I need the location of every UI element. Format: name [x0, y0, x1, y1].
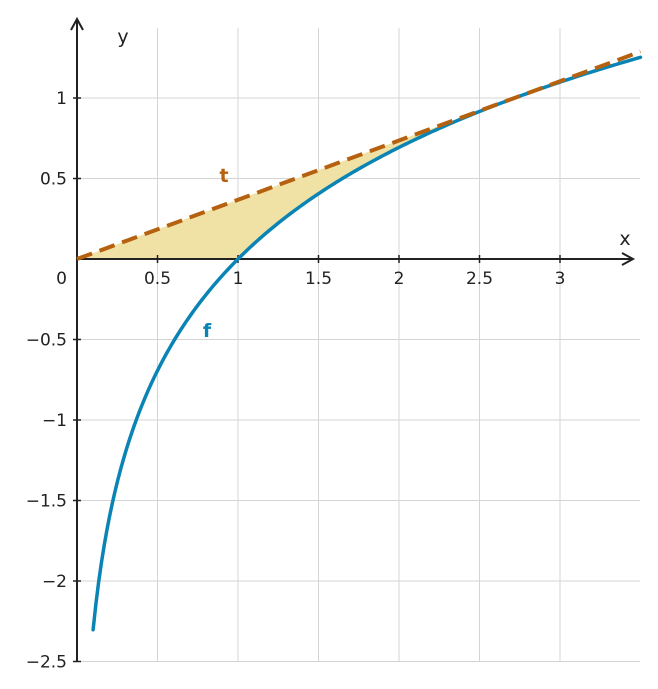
series-f-line: [91, 55, 643, 632]
y-tick-label: −2.5: [26, 653, 67, 673]
x-tick-label: 1: [233, 269, 244, 289]
x-tick-label: 3: [555, 269, 566, 289]
origin-label: 0: [56, 269, 67, 289]
y-axis-label: y: [117, 26, 128, 48]
y-tick-label: −1.5: [26, 492, 67, 512]
y-tick-label: 0.5: [40, 170, 67, 190]
y-tick-label: −0.5: [26, 331, 67, 351]
series-t-line: [76, 49, 642, 261]
series-layer: [76, 49, 643, 632]
y-tick-label: −1: [42, 411, 67, 431]
series-t-label: t: [219, 165, 228, 187]
x-axis-arrow: [621, 252, 636, 266]
x-tick-label: 2.5: [466, 269, 493, 289]
series-f-label: f: [203, 320, 212, 342]
axes: [70, 16, 636, 663]
tick-labels: 0.5 1 1.5 2 2.5 3 1 0.5 −0.5 −1 −1.5 −2 −2.5 0: [26, 89, 566, 673]
y-tick-label: −2: [42, 572, 67, 592]
x-tick-label: 1.5: [305, 269, 332, 289]
y-tick-label: 1: [56, 89, 67, 109]
x-tick-label: 2: [394, 269, 405, 289]
y-axis-arrow: [70, 16, 84, 31]
grid: [77, 28, 640, 662]
x-axis-label: x: [619, 228, 630, 250]
annotations: x y t f: [117, 26, 630, 342]
x-tick-label: 0.5: [144, 269, 171, 289]
